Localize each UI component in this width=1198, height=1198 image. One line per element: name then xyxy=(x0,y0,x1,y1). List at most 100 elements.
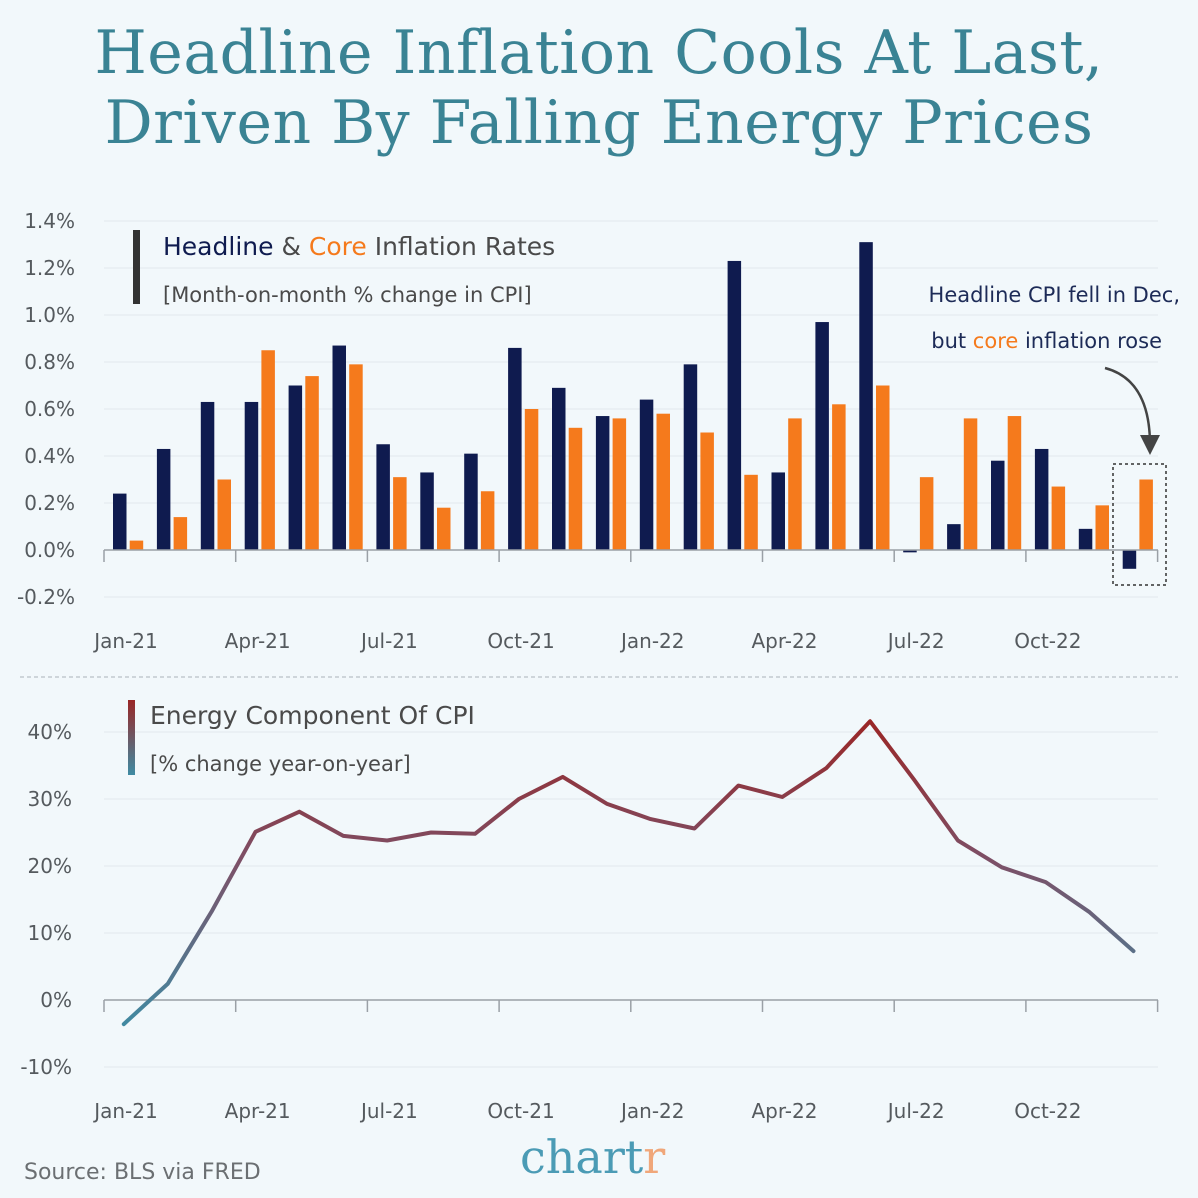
line-x-tick-apr-22: Apr-22 xyxy=(751,1099,817,1123)
line-legend-marker xyxy=(128,700,135,775)
bar-headline-feb-22 xyxy=(683,364,698,550)
bar-x-tick-jan-22: Jan-22 xyxy=(619,629,685,653)
bar-headline-jun-22 xyxy=(859,242,873,550)
bar-headline-may-22 xyxy=(815,322,829,550)
bar-legend-title-part-3: Inflation Rates xyxy=(367,232,555,261)
bar-core-jun-21 xyxy=(349,364,363,550)
bar-legend-title-part-2: Core xyxy=(309,232,367,261)
bar-core-jan-21 xyxy=(129,540,144,550)
line-chart-gridlines xyxy=(104,731,1158,1068)
line-chart-y-axis: 40% 30% 20% 10% 0% -10% xyxy=(20,720,72,1079)
bar-headline-feb-21 xyxy=(156,448,171,550)
chart-title-line-2: Driven By Falling Energy Prices xyxy=(104,88,1094,158)
bar-core-aug-21 xyxy=(437,507,451,550)
bar-core-sep-22 xyxy=(1007,416,1022,550)
energy-cpi-line-chart: 40% 30% 20% 10% 0% -10% Jan-21 Apr-21 Jul-21 Oct… xyxy=(20,700,1159,1123)
chart-title-line-1: Headline Inflation Cools At Last, xyxy=(94,18,1104,88)
bar-headline-jan-21 xyxy=(113,493,127,550)
bar-headline-jul-21 xyxy=(376,444,390,550)
bar-headline-mar-21 xyxy=(200,401,215,550)
bar-headline-aug-22 xyxy=(947,524,961,550)
bar-core-jun-22 xyxy=(876,385,890,550)
bar-core-dec-22 xyxy=(1139,479,1153,550)
bar-y-tick-0-6: 0.6% xyxy=(24,397,75,421)
line-chart-x-axis: Jan-21 Apr-21 Jul-21 Oct-21 Jan-22 Apr-22 Jul-… xyxy=(92,999,1159,1123)
bar-y-tick-1-4: 1.4% xyxy=(24,209,75,233)
bar-legend-marker xyxy=(133,230,140,304)
bar-headline-jul-22 xyxy=(903,550,917,553)
dec-annotation: Headline CPI fell in Dec, but core infla… xyxy=(929,283,1180,586)
source-note: Source: BLS via FRED xyxy=(24,1160,261,1185)
line-y-tick-20: 20% xyxy=(28,854,72,878)
line-legend-title: Energy Component Of CPI xyxy=(150,701,475,730)
bar-core-aug-22 xyxy=(963,418,978,550)
bar-headline-may-21 xyxy=(288,385,303,550)
bar-headline-oct-21 xyxy=(508,347,522,550)
bar-legend-subtitle: [Month-on-month % change in CPI] xyxy=(163,283,532,307)
bar-core-jan-22 xyxy=(656,413,670,550)
line-x-tick-jan-22: Jan-22 xyxy=(619,1099,685,1123)
bar-chart-bars xyxy=(113,242,1153,569)
bar-core-sep-21 xyxy=(480,491,495,550)
bar-core-dec-21 xyxy=(612,418,627,550)
bar-core-may-22 xyxy=(832,404,846,550)
bar-y-tick-1-2: 1.2% xyxy=(24,256,75,280)
bar-x-tick-jan-21: Jan-21 xyxy=(92,629,158,653)
bar-x-tick-apr-22: Apr-22 xyxy=(751,629,817,653)
monthly-inflation-bar-chart: 1.4% 1.2% 1.0% 0.8% 0.6% 0.4% 0.2% 0.0% -0.2% Ja… xyxy=(17,209,1180,653)
bar-x-tick-jul-22: Jul-22 xyxy=(886,629,945,653)
bar-legend-title: Headline & Core Inflation Rates xyxy=(163,232,555,261)
line-x-tick-jul-22: Jul-22 xyxy=(886,1099,945,1123)
bar-legend-title-part-0: Headline xyxy=(163,232,274,261)
annotation-arrow xyxy=(1104,366,1160,455)
bar-headline-mar-22 xyxy=(727,260,742,550)
brand-logo-accent: r xyxy=(643,1130,666,1184)
line-x-tick-oct-22: Oct-22 xyxy=(1014,1099,1081,1123)
bar-core-jul-21 xyxy=(393,477,407,550)
bar-core-feb-22 xyxy=(700,432,714,550)
line-x-tick-jul-21: Jul-21 xyxy=(359,1099,418,1123)
bar-core-mar-22 xyxy=(744,474,758,550)
brand-logo-main: chart xyxy=(520,1130,644,1184)
bar-chart-x-axis: Jan-21 Apr-21 Jul-21 Oct-21 Jan-22 Apr-22 Jul-… xyxy=(92,549,1159,653)
bar-chart-legend: Headline & Core Inflation Rates [Month-o… xyxy=(133,230,555,307)
line-x-tick-apr-21: Apr-21 xyxy=(225,1099,291,1123)
bar-y-tick-0-8: 0.8% xyxy=(24,350,75,374)
chart-title: Headline Inflation Cools At Last, Driven… xyxy=(0,18,1198,158)
annotation-line-2-part-0: but xyxy=(931,329,973,353)
line-y-tick-0: 0% xyxy=(40,988,72,1012)
line-legend-subtitle: [% change year-on-year] xyxy=(150,752,411,776)
annotation-line-2: but core inflation rose xyxy=(931,329,1162,353)
bar-headline-apr-21 xyxy=(244,401,259,550)
line-y-tick-30: 30% xyxy=(28,787,72,811)
bar-core-feb-21 xyxy=(173,517,188,550)
bar-core-nov-21 xyxy=(568,427,583,550)
bar-headline-jan-22 xyxy=(639,399,654,550)
annotation-line-2-part-1: core xyxy=(973,329,1019,353)
bar-y-tick-0-2: 0.2% xyxy=(24,491,75,515)
bar-core-may-21 xyxy=(305,376,319,550)
bar-y-tick-0-0: 0.0% xyxy=(24,538,75,562)
bar-headline-nov-21 xyxy=(552,387,566,550)
bar-headline-dec-22 xyxy=(1122,550,1137,569)
bar-x-tick-apr-21: Apr-21 xyxy=(225,629,291,653)
bar-core-apr-21 xyxy=(261,350,275,550)
line-x-tick-jan-21: Jan-21 xyxy=(92,1099,158,1123)
bar-headline-sep-22 xyxy=(991,460,1005,550)
annotation-line-1: Headline CPI fell in Dec, xyxy=(929,283,1180,307)
bar-headline-apr-22 xyxy=(771,472,785,550)
bar-headline-jun-21 xyxy=(332,345,346,550)
bar-core-nov-22 xyxy=(1095,505,1109,550)
bar-y-tick-1-0: 1.0% xyxy=(24,303,75,327)
bar-x-tick-oct-22: Oct-22 xyxy=(1014,629,1081,653)
bar-core-apr-22 xyxy=(788,418,802,550)
bar-x-tick-jul-21: Jul-21 xyxy=(359,629,418,653)
line-chart-legend: Energy Component Of CPI [% change year-o… xyxy=(128,700,475,776)
bar-headline-dec-21 xyxy=(595,416,610,550)
bar-headline-sep-21 xyxy=(464,453,478,550)
bar-chart-gridlines xyxy=(104,220,1158,598)
brand-logo: chartr xyxy=(520,1130,665,1184)
bar-y-tick-0-2: -0.2% xyxy=(17,585,75,609)
bar-legend-title-part-1: & xyxy=(274,232,309,261)
